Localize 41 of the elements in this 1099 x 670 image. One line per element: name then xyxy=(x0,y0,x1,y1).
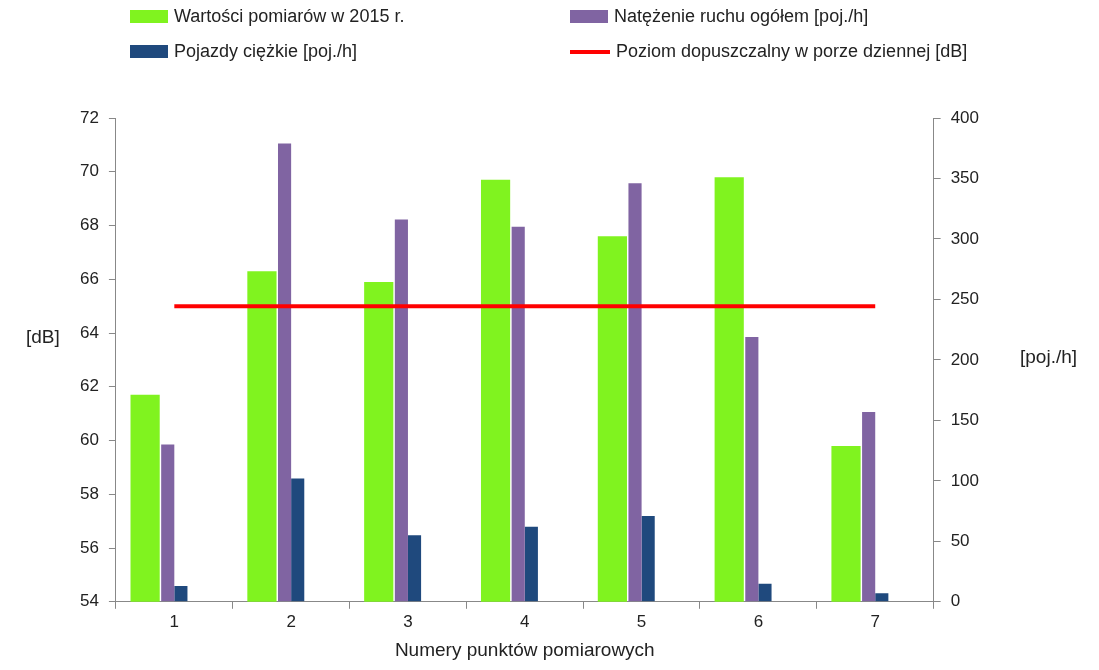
y2-tick-label: 50 xyxy=(950,531,970,551)
y2-tick-label: 400 xyxy=(950,107,980,127)
x-tick-label: 1 xyxy=(169,611,180,631)
y2-tick-label: 150 xyxy=(950,410,980,430)
x-tick-label: 5 xyxy=(636,611,647,631)
y2-tick-label: 0 xyxy=(950,591,961,611)
bar xyxy=(758,583,772,602)
bar xyxy=(407,535,422,602)
y2-tick-label: 350 xyxy=(950,168,980,188)
legend-label: Pojazdy ciężkie [poj./h] xyxy=(174,41,358,62)
y-tick-label: 70 xyxy=(79,161,99,181)
legend-label: Wartości pomiarów w 2015 r. xyxy=(174,6,405,27)
bar xyxy=(524,526,538,602)
legend-label: Poziom dopuszczalny w porze dziennej [dB] xyxy=(616,41,968,62)
x-tick-label: 7 xyxy=(870,611,880,631)
bar xyxy=(875,593,889,602)
bar xyxy=(641,515,655,602)
x-tick-label: 3 xyxy=(403,611,413,631)
legend-label: Natężenie ruchu ogółem [poj./h] xyxy=(614,6,869,27)
y2-tick-label: 300 xyxy=(950,228,980,248)
y-tick-label: 60 xyxy=(79,430,99,450)
y-tick-label: 68 xyxy=(79,215,99,235)
y-tick-label: 66 xyxy=(79,268,99,288)
bar xyxy=(745,336,759,602)
y-tick-label: 62 xyxy=(79,376,99,396)
y2-tick-label: 100 xyxy=(950,470,980,490)
x-tick-label: 4 xyxy=(520,611,530,631)
y-tick-label: 72 xyxy=(79,107,99,127)
y-tick-label: 58 xyxy=(79,483,99,503)
bar xyxy=(174,586,188,602)
y-tick-label: 54 xyxy=(79,591,99,611)
x-tick-label: 2 xyxy=(286,611,296,631)
y-axis-title: [dB] xyxy=(26,326,60,348)
x-axis-title: Numery punktów pomiarowych xyxy=(394,638,655,660)
y2-tick-label: 250 xyxy=(950,289,980,309)
y-tick-label: 64 xyxy=(79,322,99,342)
bar xyxy=(291,478,305,602)
y2-axis-title: [poj./h] xyxy=(1020,346,1078,368)
x-tick-label: 6 xyxy=(753,611,764,631)
y2-tick-label: 200 xyxy=(950,349,980,369)
y-tick-label: 56 xyxy=(79,537,99,557)
